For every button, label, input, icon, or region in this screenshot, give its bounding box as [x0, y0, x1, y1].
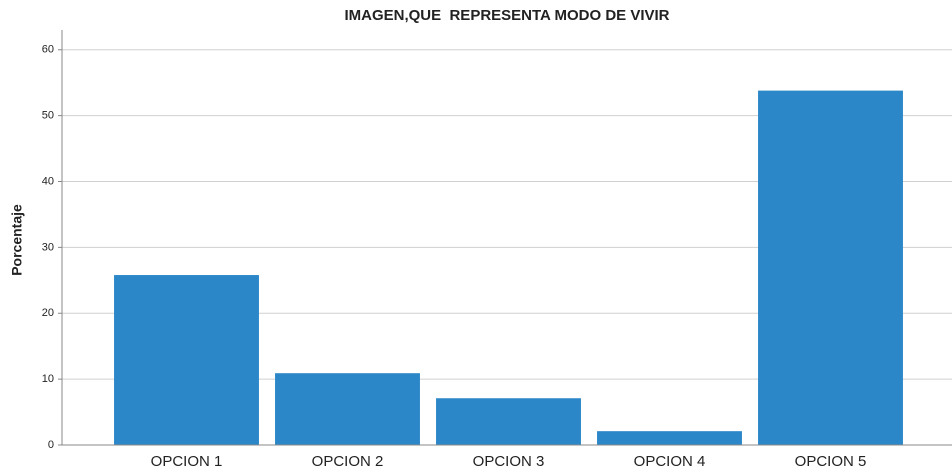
chart-title: IMAGEN,QUE REPRESENTA MODO DE VIVIR: [344, 7, 669, 24]
bar: [597, 431, 742, 445]
x-tick-label: OPCION 4: [634, 453, 706, 470]
bar: [436, 398, 581, 445]
bar: [758, 90, 903, 445]
bar: [275, 373, 420, 445]
y-tick-label: 20: [42, 307, 54, 319]
y-tick-label: 60: [42, 44, 54, 56]
x-tick-label: OPCION 2: [312, 453, 384, 470]
y-tick-label: 50: [42, 110, 54, 122]
bar: [114, 275, 259, 445]
y-axis-label: Porcentaje: [9, 204, 25, 276]
y-tick-label: 0: [48, 439, 54, 451]
y-tick-label: 30: [42, 241, 54, 253]
y-tick-label: 40: [42, 175, 54, 187]
x-tick-label: OPCION 5: [795, 453, 867, 470]
y-tick-label: 10: [42, 373, 54, 385]
x-tick-label: OPCION 1: [151, 453, 223, 470]
x-tick-label: OPCION 3: [473, 453, 545, 470]
